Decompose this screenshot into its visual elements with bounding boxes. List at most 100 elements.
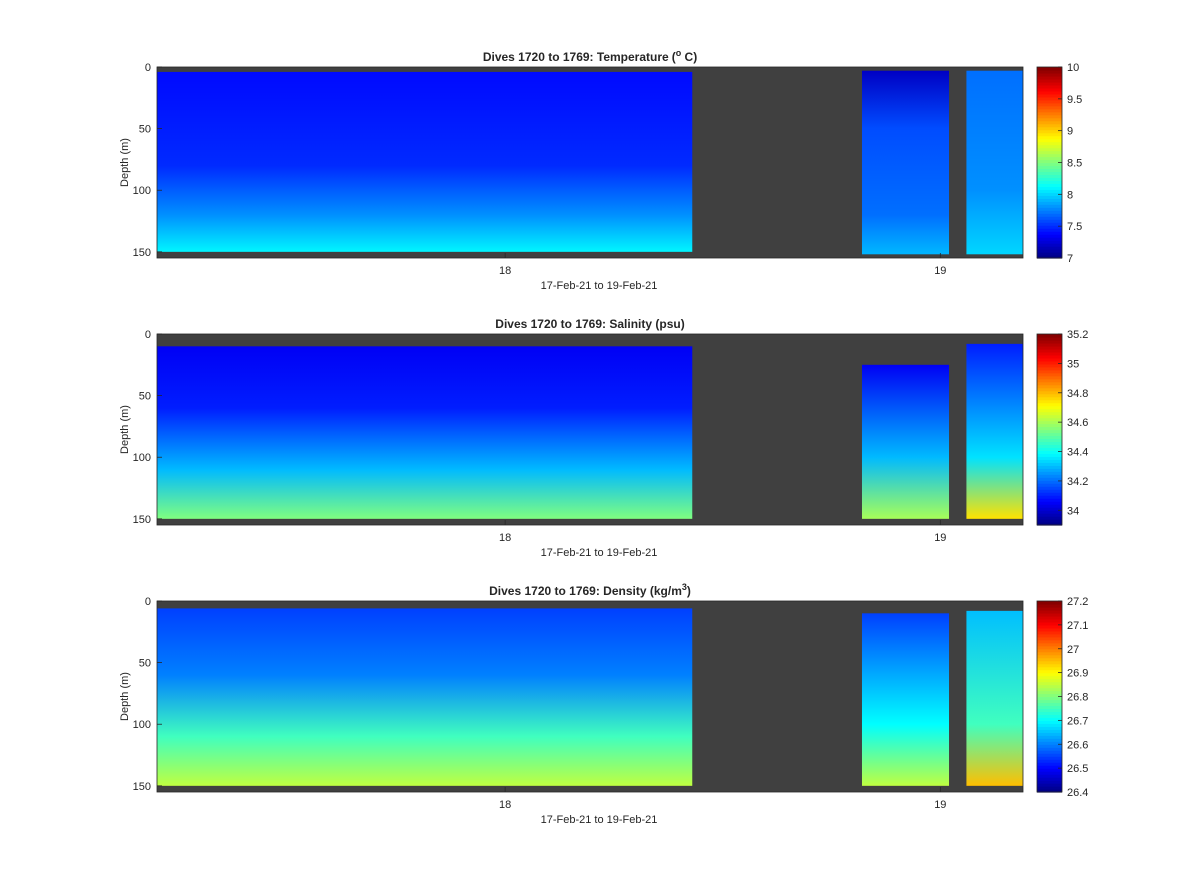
colorbar-step xyxy=(1037,601,1062,605)
colorbar-tick-label: 10 xyxy=(1067,62,1079,74)
colorbar-step xyxy=(1037,435,1062,440)
colorbar-step xyxy=(1037,456,1062,460)
colorbar-tick-label: 34 xyxy=(1067,505,1079,517)
colorbar-tick-label: 9 xyxy=(1067,126,1073,138)
colorbar: 34 34.2 34.4 34.6 34.8 35 35.2 xyxy=(1036,329,1088,526)
colorbar-step xyxy=(1037,786,1062,790)
colorbar-step xyxy=(1037,783,1062,787)
colorbar-step xyxy=(1037,93,1062,98)
colorbar-tick-label: 9.5 xyxy=(1067,94,1082,106)
colorbar-step xyxy=(1037,636,1062,641)
colorbar-step xyxy=(1037,741,1062,745)
colorbar-step xyxy=(1037,765,1062,769)
profile-block-1 xyxy=(157,608,693,786)
colorbar-step xyxy=(1037,723,1062,727)
colorbar-step xyxy=(1037,108,1062,113)
colorbar-tick-label: 34.8 xyxy=(1067,388,1088,400)
colorbar-step xyxy=(1037,498,1062,502)
colorbar-step xyxy=(1037,69,1062,74)
colorbar-step xyxy=(1037,633,1062,638)
colorbar-step xyxy=(1037,399,1062,404)
colorbar-step xyxy=(1037,339,1062,344)
colorbar-step xyxy=(1037,453,1062,457)
y-axis-label: Depth (m) xyxy=(119,405,131,454)
colorbar-step xyxy=(1037,678,1062,683)
colorbar-step xyxy=(1037,180,1062,184)
axes-box xyxy=(156,600,1024,793)
colorbar-step xyxy=(1037,219,1062,223)
colorbar-step xyxy=(1037,669,1062,674)
x-tick-label: 18 xyxy=(499,799,511,811)
colorbar-step xyxy=(1037,726,1062,730)
x-tick-label: 18 xyxy=(499,532,511,544)
colorbar-step xyxy=(1037,642,1062,647)
colorbar-step xyxy=(1037,96,1062,101)
colorbar-step xyxy=(1037,162,1062,167)
colorbar-step xyxy=(1037,204,1062,208)
colorbar-step xyxy=(1037,90,1062,95)
colorbar-box xyxy=(1036,333,1063,526)
colorbar-step xyxy=(1037,720,1062,724)
colorbar-step xyxy=(1037,750,1062,754)
colorbar-step xyxy=(1037,717,1062,721)
colorbar-step xyxy=(1037,114,1062,119)
colorbar-step xyxy=(1037,744,1062,748)
colorbar-tick-label: 35.2 xyxy=(1067,329,1088,341)
y-tick-label: 150 xyxy=(133,247,151,259)
colorbar-step xyxy=(1037,387,1062,392)
colorbar-tick-label: 26.5 xyxy=(1067,763,1088,775)
colorbar-step xyxy=(1037,777,1062,781)
colorbar-step xyxy=(1037,612,1062,617)
colorbar-step xyxy=(1037,684,1062,689)
colorbar-step xyxy=(1037,438,1062,443)
colorbar-step xyxy=(1037,477,1062,481)
colorbar-step xyxy=(1037,492,1062,496)
profile-block-3 xyxy=(966,343,1023,519)
x-tick-label: 19 xyxy=(934,265,946,277)
colorbar-step xyxy=(1037,363,1062,368)
colorbar-step xyxy=(1037,630,1062,635)
colorbar-step xyxy=(1037,183,1062,187)
panel-3: Dives 1720 to 1769: Density (kg/m3) 0 50 10… xyxy=(119,582,1088,826)
colorbar-tick-label: 27.2 xyxy=(1067,596,1088,608)
profile-block-3 xyxy=(966,610,1023,786)
colorbar-step xyxy=(1037,177,1062,182)
colorbar-tick-label: 26.6 xyxy=(1067,739,1088,751)
colorbar-step xyxy=(1037,618,1062,623)
colorbar-step xyxy=(1037,426,1062,431)
colorbar-step xyxy=(1037,762,1062,766)
colorbar-step xyxy=(1037,675,1062,680)
colorbar: 7 7.5 8 8.5 9 9.5 10 xyxy=(1036,62,1082,265)
y-tick-label: 100 xyxy=(133,452,151,464)
profile-block-1 xyxy=(157,346,693,519)
colorbar-step xyxy=(1037,423,1062,428)
colorbar-step xyxy=(1037,495,1062,499)
chart-title: Dives 1720 to 1769: Temperature (o C) xyxy=(483,48,697,64)
y-tick-label: 50 xyxy=(139,658,151,670)
colorbar-step xyxy=(1037,711,1062,716)
colorbar-step xyxy=(1037,126,1062,131)
panel-2: Dives 1720 to 1769: Salinity (psu) 0 50 100… xyxy=(119,317,1088,559)
colorbar-step xyxy=(1037,111,1062,116)
colorbar-step xyxy=(1037,120,1062,125)
colorbar-step xyxy=(1037,735,1062,739)
y-tick-label: 0 xyxy=(145,329,151,341)
colorbar-step xyxy=(1037,87,1062,92)
y-axis-label: Depth (m) xyxy=(119,138,131,187)
x-axis-label: 17-Feb-21 to 19-Feb-21 xyxy=(541,547,658,559)
colorbar-step xyxy=(1037,513,1062,517)
colorbar-step xyxy=(1037,72,1062,77)
colorbar-step xyxy=(1037,336,1062,341)
colorbar-step xyxy=(1037,417,1062,422)
colorbar-step xyxy=(1037,489,1062,493)
colorbar-step xyxy=(1037,198,1062,202)
colorbar-step xyxy=(1037,480,1062,484)
colorbar-step xyxy=(1037,780,1062,784)
profile-block-2 xyxy=(861,613,950,786)
colorbar-tick-label: 34.2 xyxy=(1067,476,1088,488)
colorbar-step xyxy=(1037,225,1062,229)
colorbar-step xyxy=(1037,699,1062,704)
colorbar-step xyxy=(1037,462,1062,466)
y-tick-label: 0 xyxy=(145,596,151,608)
